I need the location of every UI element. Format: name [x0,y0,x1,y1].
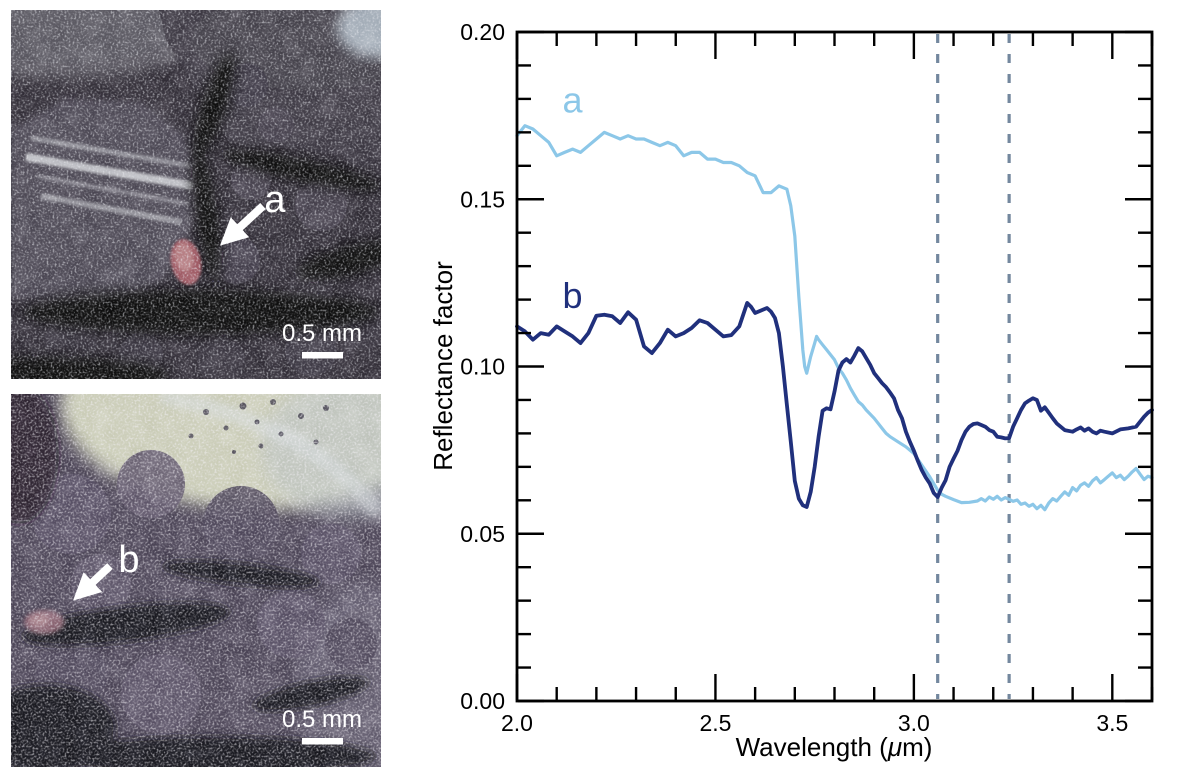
axis-tick-labels: 0.00 0.05 0.10 0.15 0.20 2.0 2.5 3.0 3.5 [460,19,1128,736]
y-axis-title: Reflectance factor [430,261,458,471]
series-b [515,301,1154,509]
curve-label-b: b [563,275,583,316]
plot-frame [515,30,1154,703]
photo-b-label: b [118,539,139,581]
reflectance-spectrum-chart: 0.00 0.05 0.10 0.15 0.20 2.0 2.5 3.0 3.5 a b Wav… [430,19,1154,762]
photo-grain-b: b 0.5 mm [11,394,381,767]
tick-label: 2.0 [501,710,533,736]
photo-b-speckle-overlay [11,394,381,767]
photo-b-scale-bar [302,738,343,745]
axis-ticks [515,30,1154,703]
tick-label: 0.05 [460,521,505,547]
tick-label: 0.15 [460,186,505,212]
spectra-series [515,124,1154,512]
x-axis-title: Wavelength (μm) [736,732,933,762]
tick-label: 0.00 [460,688,505,714]
tick-label: 3.5 [1096,710,1128,736]
photo-grain-a: a 0.5 mm [11,10,381,379]
photo-a-label: a [264,179,286,221]
tick-label: 0.10 [460,354,505,380]
tick-label: 2.5 [699,710,731,736]
photo-a-speckle-overlay [11,10,381,379]
reference-vlines [936,34,1011,699]
tick-label: 0.20 [460,19,505,45]
arrow-a-icon [219,203,266,246]
curve-label-a: a [563,79,584,120]
photo-b-scale-label: 0.5 mm [282,706,362,733]
tick-label: 3.0 [898,710,930,736]
arrow-b-icon [73,563,113,601]
series-a [515,124,1154,512]
photo-a-scale-bar [302,352,343,359]
photo-a-scale-label: 0.5 mm [282,320,362,347]
